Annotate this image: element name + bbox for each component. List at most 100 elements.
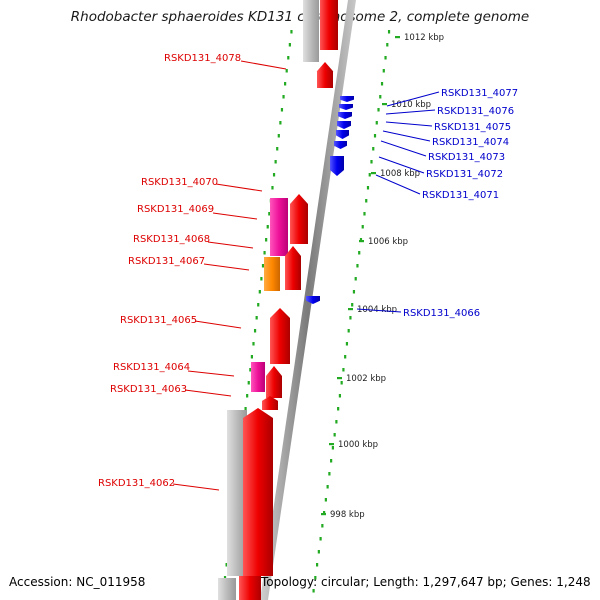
gene-4062-gray <box>227 410 247 576</box>
track-dot <box>274 160 277 164</box>
map-title: Rhodobacter sphaeroides KD131 chromosome… <box>70 9 530 25</box>
track-dot <box>349 316 352 320</box>
gene-4066 <box>306 296 320 304</box>
gene-blue-2 <box>338 112 352 119</box>
gene-label-right[interactable]: RSKD131_4073 <box>428 152 505 163</box>
track-dot <box>253 329 257 333</box>
leader-line <box>184 389 232 397</box>
track-dot <box>285 69 288 73</box>
track-dot <box>244 407 247 411</box>
leader-line <box>172 483 220 491</box>
track-dot <box>225 563 228 567</box>
gene-labels: RSKD131_4078 RSKD131_4070 RSKD131_4069 RSKD… <box>98 53 518 491</box>
track-dot <box>315 563 319 567</box>
topology-text: Topology: circular; Length: 1,297,647 bp… <box>261 575 591 589</box>
track-dot <box>268 212 271 216</box>
track-dot <box>258 290 261 294</box>
accession-text: Accession: NC_011958 <box>9 575 146 589</box>
track-dot <box>324 498 327 502</box>
gene-label-right[interactable]: RSKD131_4076 <box>437 106 514 117</box>
gene-4068-rna <box>270 198 288 256</box>
gene-gray-bottom <box>218 578 236 600</box>
track-dot <box>361 225 364 229</box>
track-dot <box>246 394 249 398</box>
gene-blue-5 <box>334 141 347 149</box>
track-dot <box>265 238 268 242</box>
gene-label-right[interactable]: RSKD131_4074 <box>432 137 509 148</box>
track-dot <box>323 511 326 515</box>
leader-line <box>380 140 427 157</box>
gene-label-left[interactable]: RSKD131_4065 <box>120 315 197 326</box>
scale-tick-label: 1012 kbp <box>404 33 444 43</box>
gene-label-right[interactable]: RSKD131_4075 <box>434 122 511 133</box>
track-dot <box>380 82 384 86</box>
gene-label-left[interactable]: RSKD131_4067 <box>128 256 205 267</box>
track-dot <box>337 407 340 411</box>
track-dot <box>354 277 357 281</box>
track-dot <box>363 212 366 216</box>
track-dot <box>261 264 265 268</box>
track-dot <box>266 225 269 229</box>
track-dot <box>287 56 290 60</box>
leader-line <box>240 60 287 70</box>
leader-line <box>375 174 421 195</box>
gene-4064-rna <box>251 362 265 392</box>
track-dot <box>352 290 356 294</box>
track-dot <box>338 394 342 398</box>
leader-line <box>212 212 258 220</box>
leader-line <box>356 308 402 313</box>
gene-4069 <box>290 194 308 244</box>
track-dot <box>358 251 361 255</box>
track-dot <box>288 43 291 47</box>
track-dot <box>260 277 263 281</box>
track-dot <box>347 329 350 333</box>
gene-label-left[interactable]: RSKD131_4070 <box>141 177 218 188</box>
track-dot <box>247 381 250 385</box>
gene-4064 <box>266 366 282 398</box>
gene-label-left[interactable]: RSKD131_4064 <box>113 362 190 373</box>
gene-label-right[interactable]: RSKD131_4066 <box>403 308 480 319</box>
track-dot <box>312 589 315 593</box>
track-dot <box>279 121 282 125</box>
gene-red-bottom <box>239 576 261 600</box>
track-dot <box>351 303 354 307</box>
track-dot <box>321 524 324 528</box>
track-dot <box>272 173 276 177</box>
track-dot <box>359 238 363 242</box>
gene-blue-3 <box>337 121 351 129</box>
gene-label-left[interactable]: RSKD131_4078 <box>164 53 241 64</box>
scale-tick-mark <box>359 240 364 243</box>
track-dot <box>280 108 284 112</box>
gene-blue-0 <box>340 96 354 102</box>
track-dot <box>365 199 368 203</box>
scale-tick-mark <box>329 443 334 446</box>
leader-line <box>386 91 440 107</box>
gene-4062 <box>243 408 273 576</box>
track-dot <box>284 82 287 86</box>
leader-line <box>187 370 235 377</box>
track-dot <box>263 251 266 255</box>
track-dot <box>387 30 391 34</box>
scale-tick-mark <box>321 513 326 516</box>
gene-blue-6 <box>330 156 344 176</box>
gene-label-left[interactable]: RSKD131_4063 <box>110 384 187 395</box>
gene-4065 <box>270 308 290 364</box>
gene-label-left[interactable]: RSKD131_4062 <box>98 478 175 489</box>
gene-label-left[interactable]: RSKD131_4069 <box>137 204 214 215</box>
gene-4078 <box>317 62 333 88</box>
scale-tick-mark <box>348 308 353 311</box>
track-dot <box>331 446 334 450</box>
gene-4067-orange <box>264 257 280 291</box>
gene-label-left[interactable]: RSKD131_4068 <box>133 234 210 245</box>
scale-tick-label: 1000 kbp <box>338 440 378 450</box>
track-dot <box>223 576 227 580</box>
gene-label-right[interactable]: RSKD131_4077 <box>441 88 518 99</box>
track-dot <box>379 95 382 99</box>
gene-blue-4 <box>336 130 349 139</box>
gene-label-right[interactable]: RSKD131_4072 <box>426 169 503 180</box>
gene-label-right[interactable]: RSKD131_4071 <box>422 190 499 201</box>
track-dot <box>255 316 258 320</box>
track-dot <box>249 368 252 372</box>
track-dot <box>250 355 254 359</box>
